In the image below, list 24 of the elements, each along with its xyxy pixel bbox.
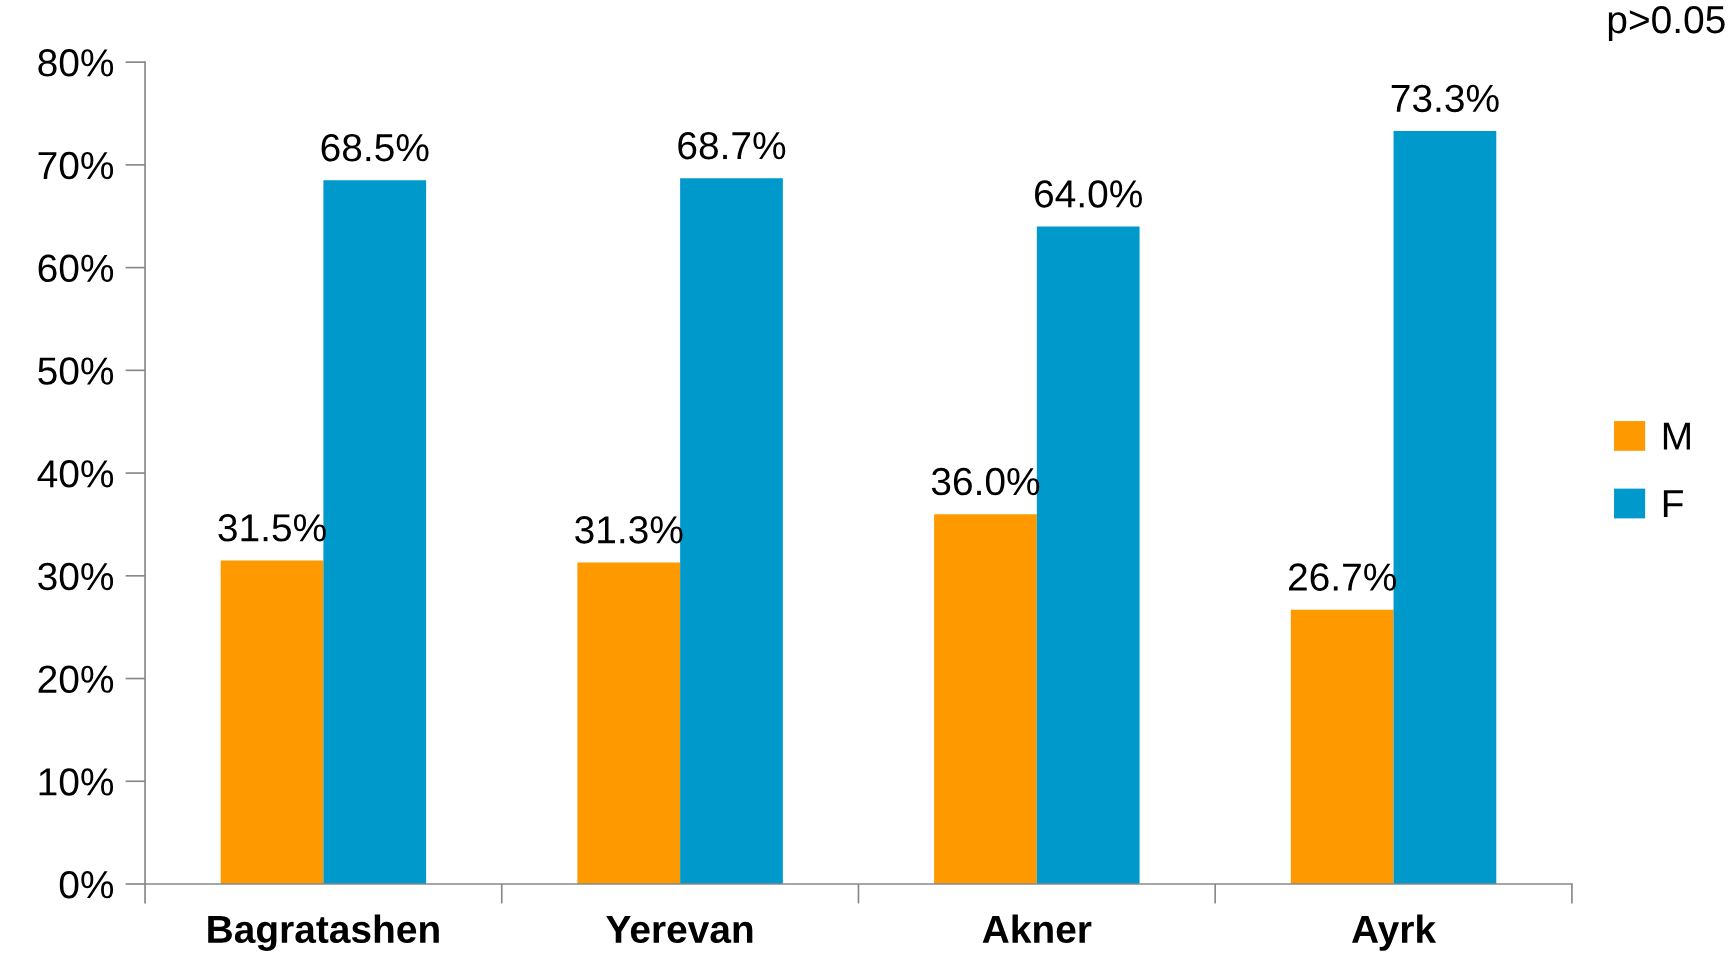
bar xyxy=(934,514,1037,884)
y-tick-label: 80% xyxy=(38,49,114,77)
x-tick-label: Yerevan xyxy=(606,915,753,944)
legend-label: F xyxy=(1663,490,1683,518)
text: p>0.05 xyxy=(1608,5,1725,42)
data-label: 68.7% xyxy=(678,131,786,160)
x-tick-label: Bagratashen xyxy=(208,914,439,951)
y-tick-label: 70% xyxy=(38,151,114,180)
x-tick-label: Akner xyxy=(982,914,1092,944)
y-tick-label: 40% xyxy=(37,460,114,488)
legend-label: M xyxy=(1663,422,1690,450)
x-tick-label: Ayrk xyxy=(1352,914,1437,951)
data-label: 73.3% xyxy=(1391,84,1499,113)
data-label: 68.5% xyxy=(321,133,429,162)
y-tick-label: 60% xyxy=(38,254,114,283)
y-tick-label: 30% xyxy=(38,562,114,591)
y-tick-label: 10% xyxy=(39,768,114,796)
bar xyxy=(220,560,324,884)
y-tick-label: 0% xyxy=(59,870,114,899)
bar xyxy=(577,562,681,884)
y-tick-label: 50% xyxy=(38,357,114,385)
y-tick-label: 20% xyxy=(38,665,114,694)
bar xyxy=(1290,609,1394,884)
data-label: 64.0% xyxy=(1035,180,1142,208)
